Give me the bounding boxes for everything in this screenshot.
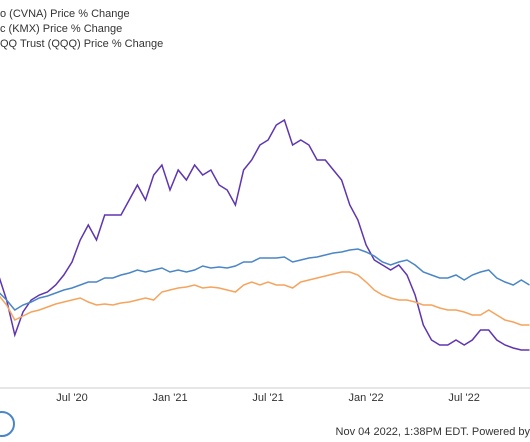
x-tick-label: Jul '22	[448, 392, 479, 404]
legend-entry: o (CVNA) Price % Change	[0, 8, 130, 20]
x-tick-label: Jul '21	[252, 392, 283, 404]
x-tick-label: Jan '22	[349, 392, 384, 404]
line-series	[0, 248, 530, 311]
line-series	[0, 271, 530, 326]
legend-entry: c (KMX) Price % Change	[0, 23, 122, 35]
footer: Nov 04 2022, 1:38PM EDT. Powered by	[336, 426, 530, 438]
x-tick-label: Jan '21	[152, 392, 187, 404]
legend-entry: QQ Trust (QQQ) Price % Change	[0, 38, 163, 50]
logo	[0, 411, 15, 437]
line-series	[0, 118, 530, 351]
x-tick-label: Jul '20	[56, 392, 87, 404]
